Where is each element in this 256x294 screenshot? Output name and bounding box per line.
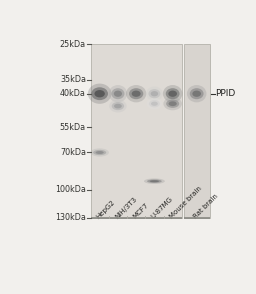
Ellipse shape xyxy=(163,85,183,102)
Ellipse shape xyxy=(166,88,179,99)
Text: Rat brain: Rat brain xyxy=(193,193,219,220)
Ellipse shape xyxy=(90,148,109,157)
Ellipse shape xyxy=(95,151,104,154)
Ellipse shape xyxy=(148,89,160,98)
Text: 25kDa: 25kDa xyxy=(60,40,86,49)
Ellipse shape xyxy=(112,102,124,110)
Bar xyxy=(184,44,210,218)
Ellipse shape xyxy=(190,88,204,99)
Ellipse shape xyxy=(168,101,177,106)
Text: PPID: PPID xyxy=(215,89,235,98)
Text: 70kDa: 70kDa xyxy=(60,148,86,157)
Ellipse shape xyxy=(146,86,163,101)
Ellipse shape xyxy=(147,179,162,183)
Ellipse shape xyxy=(144,178,165,184)
Text: HepG2: HepG2 xyxy=(95,199,116,220)
Text: U-87MG: U-87MG xyxy=(150,196,174,220)
Ellipse shape xyxy=(94,90,105,97)
Ellipse shape xyxy=(109,100,127,113)
Ellipse shape xyxy=(91,87,108,100)
Ellipse shape xyxy=(147,98,162,109)
Ellipse shape xyxy=(163,97,182,110)
Ellipse shape xyxy=(114,91,122,97)
Ellipse shape xyxy=(109,85,127,102)
Ellipse shape xyxy=(166,100,179,108)
Text: 130kDa: 130kDa xyxy=(55,213,86,222)
Ellipse shape xyxy=(151,102,158,106)
Ellipse shape xyxy=(111,88,124,99)
Text: Mouse brain: Mouse brain xyxy=(168,185,203,220)
Text: 40kDa: 40kDa xyxy=(60,89,86,98)
Ellipse shape xyxy=(168,91,177,97)
Ellipse shape xyxy=(151,91,158,96)
Text: NIH/3T3: NIH/3T3 xyxy=(114,196,138,220)
Ellipse shape xyxy=(114,104,122,108)
Ellipse shape xyxy=(126,85,146,102)
Text: 100kDa: 100kDa xyxy=(55,186,86,194)
Text: 55kDa: 55kDa xyxy=(60,123,86,132)
Ellipse shape xyxy=(187,85,206,102)
Ellipse shape xyxy=(192,91,201,97)
Text: 35kDa: 35kDa xyxy=(60,75,86,84)
Ellipse shape xyxy=(93,150,106,155)
Ellipse shape xyxy=(150,180,159,182)
Ellipse shape xyxy=(132,91,141,97)
Bar xyxy=(91,44,182,218)
Text: MCF7: MCF7 xyxy=(132,202,150,220)
Ellipse shape xyxy=(88,83,111,104)
Ellipse shape xyxy=(149,100,160,107)
Ellipse shape xyxy=(129,88,143,99)
